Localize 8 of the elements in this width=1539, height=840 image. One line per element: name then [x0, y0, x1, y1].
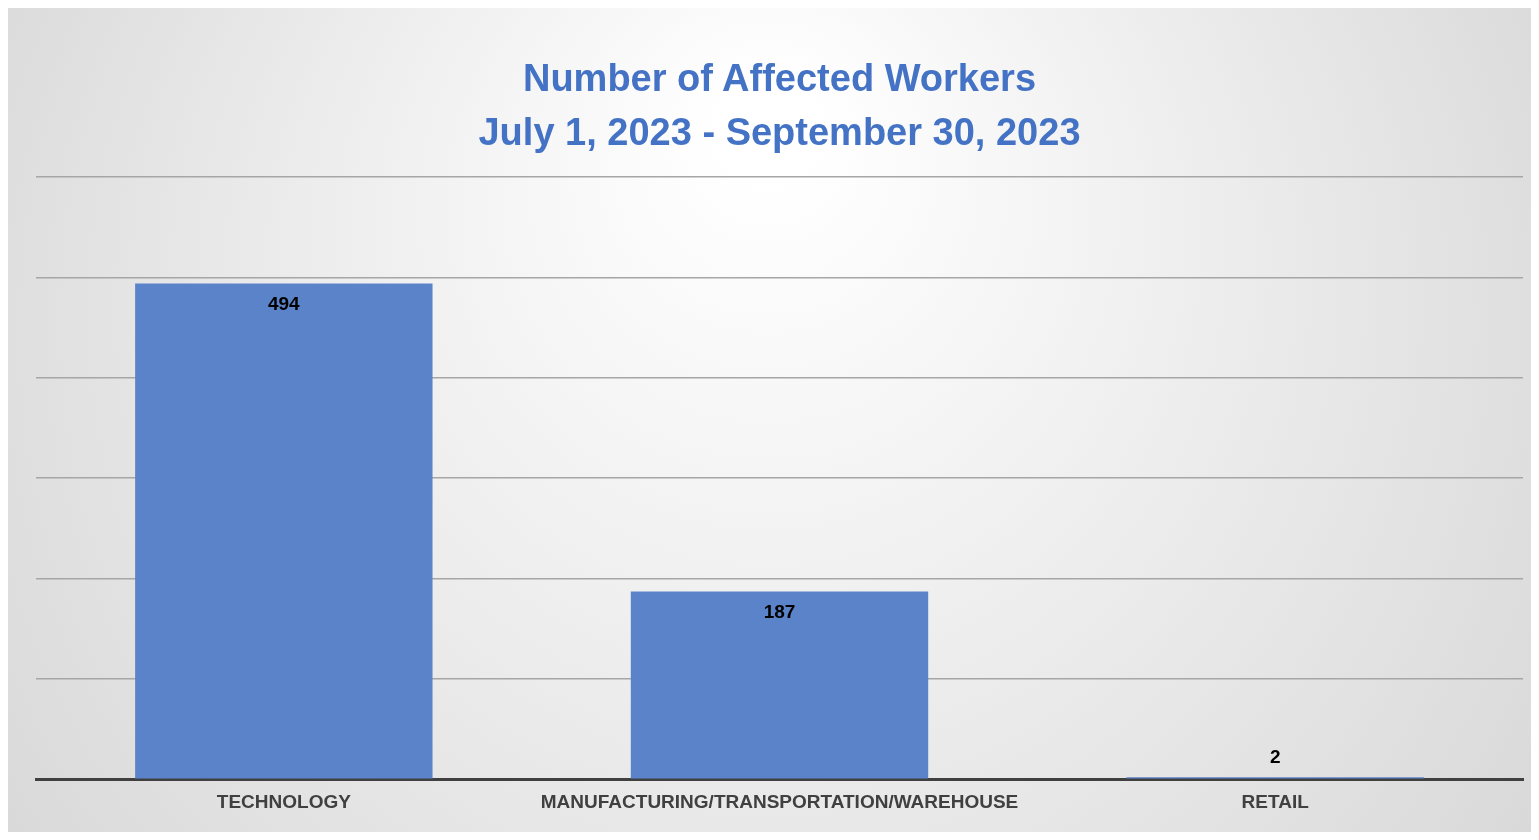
chart-title: Number of Affected Workers [522, 57, 1037, 100]
x-tick-label: TECHNOLOGY [216, 790, 352, 812]
data-label: 494 [267, 292, 301, 314]
x-tick-label: MANUFACTURING/TRANSPORTATION/WAREHOUSE [540, 790, 1019, 812]
data-label: 187 [763, 600, 796, 622]
data-label: 2 [1269, 746, 1281, 768]
x-tick-label: RETAIL [1241, 790, 1310, 812]
chart-subtitle: July 1, 2023 - September 30, 2023 [478, 110, 1081, 153]
